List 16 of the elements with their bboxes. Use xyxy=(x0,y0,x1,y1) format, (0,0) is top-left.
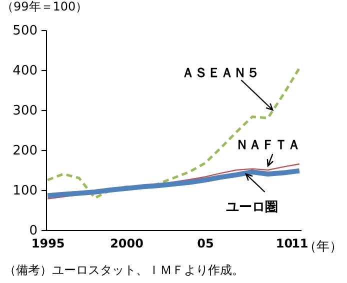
series-label: ユーロ圏 xyxy=(226,200,278,216)
line-series xyxy=(46,66,301,200)
series-label: ＮＡＦＴＡ xyxy=(235,138,300,154)
y-tick-label: 300 xyxy=(12,104,38,118)
y-tick-label: 500 xyxy=(12,24,38,38)
x-tick-label: 05 xyxy=(197,236,214,250)
text: （備考）ユーロスタット、ＩＭＦより作成。 xyxy=(4,262,244,279)
y-tick-label: 100 xyxy=(12,184,38,198)
y-tick-label: 400 xyxy=(12,64,38,78)
y-axis-title: （99年＝100） xyxy=(2,0,88,14)
y-tick-label: 200 xyxy=(12,144,38,158)
x-tick-label: 10 xyxy=(276,236,293,250)
y-tick-label: 0 xyxy=(29,224,38,238)
x-tick-label: 1995 xyxy=(31,236,65,250)
x-tick-label: 2000 xyxy=(110,236,144,250)
text: ＡＳＥＡＮ５ xyxy=(182,66,260,82)
